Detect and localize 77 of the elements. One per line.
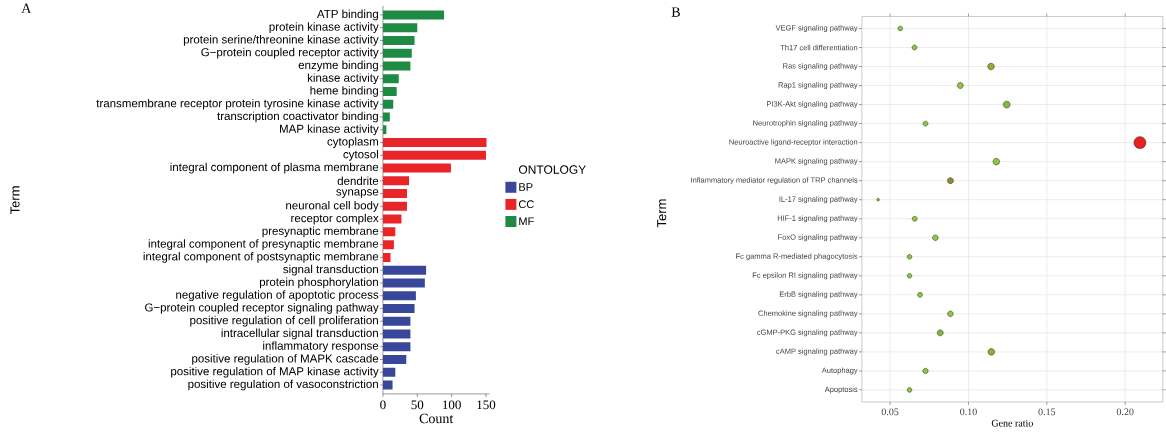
bar [382,87,397,97]
y-tick-label: integral component of plasma membrane [170,162,379,174]
bar [382,240,394,250]
text: B [671,7,680,17]
x-tick-label: 0.15 [1038,408,1056,416]
bar [382,48,412,58]
bar [382,265,427,275]
text: A [21,3,32,13]
bar [382,189,407,199]
legend-label: BP [519,183,533,191]
y-tick-label: positive regulation of cell proliferation [190,315,378,327]
bar [382,163,451,173]
y-tick-label: intracellular signal transduction [221,328,378,340]
y-tick-label: G−protein coupled receptor signaling pathway [145,303,379,314]
bar [382,35,415,45]
bar [382,342,411,352]
bar [382,61,411,71]
y-tick-label: protein kinase activity [269,22,379,34]
y-tick-label: protein serine/threonine kinase activity [183,35,379,46]
bar [382,227,396,237]
y-tick-label: MAP kinase activity [279,124,379,136]
y-tick-label: dendrite [337,176,379,186]
bar [382,303,415,313]
y-tick-label: integral component of presynaptic membrane [148,239,379,251]
y-tick-label: synapse [336,189,379,198]
bar [382,355,407,365]
bar [382,380,393,390]
y-tick-label: transcription coactivator binding [217,111,378,123]
y-tick-label: cytosol [343,149,378,161]
y-tick-label: positive regulation of MAP kinase activity [171,366,379,378]
y-tick-label: negative regulation of apoptotic process [176,290,379,302]
bar [382,201,407,211]
y-tick-label: protein phosphorylation [259,277,378,289]
bar [382,367,396,377]
bar [382,23,418,33]
legend-label: CC [518,200,534,209]
legend-title: ONTOLOGY [518,165,586,174]
y-tick-label: integral component of postsynaptic membrane [143,252,379,263]
bar [382,10,445,20]
bar [382,138,487,148]
y-tick-label: positive regulation of MAPK cascade [192,354,379,365]
y-tick-label: G−protein coupled receptor activity [201,47,379,59]
bar [382,316,411,326]
y-tick-label: ATP binding [316,9,378,21]
y-tick-label: cytoplasm [327,137,378,148]
y-tick-label: positive regulation of vasoconstriction [188,379,378,391]
x-tick-label: 100 [443,400,461,410]
x-tick-label: 0.05 [881,408,899,416]
bar [382,112,390,122]
y-tick-label: receptor complex [291,213,379,225]
x-tick-label: 150 [477,400,496,410]
x-tick-label: 50 [411,400,424,410]
bar [382,176,410,186]
y-tick-label: inflammatory response [263,341,379,353]
y-tick-label: signal transduction [283,264,378,276]
bar [382,150,486,160]
bar [382,329,411,339]
bar [382,252,391,262]
y-tick-label: transmembrane receptor protein tyrosine kinase activity [96,98,379,110]
x-tick-label: 0 [380,400,386,410]
bar [382,74,399,84]
x-axis-title: Count [419,413,454,424]
y-tick-label: presynaptic membrane [262,226,379,238]
y-axis-title: Term [10,186,20,215]
x-tick-label: 0.10 [960,408,977,416]
y-tick-label: heme binding [310,86,378,97]
bar [382,291,416,301]
y-tick-label: neuronal cell body [286,201,379,212]
y-axis-title: Term [657,199,667,228]
bar [382,214,402,224]
y-tick-label: kinase activity [307,73,379,85]
bar [382,99,394,109]
legend-label: MF [519,217,534,226]
x-axis-title: Gene ratio [991,419,1033,427]
bar [382,278,425,288]
y-tick-label: enzyme binding [298,60,378,72]
x-tick-label: 0.20 [1116,408,1134,416]
